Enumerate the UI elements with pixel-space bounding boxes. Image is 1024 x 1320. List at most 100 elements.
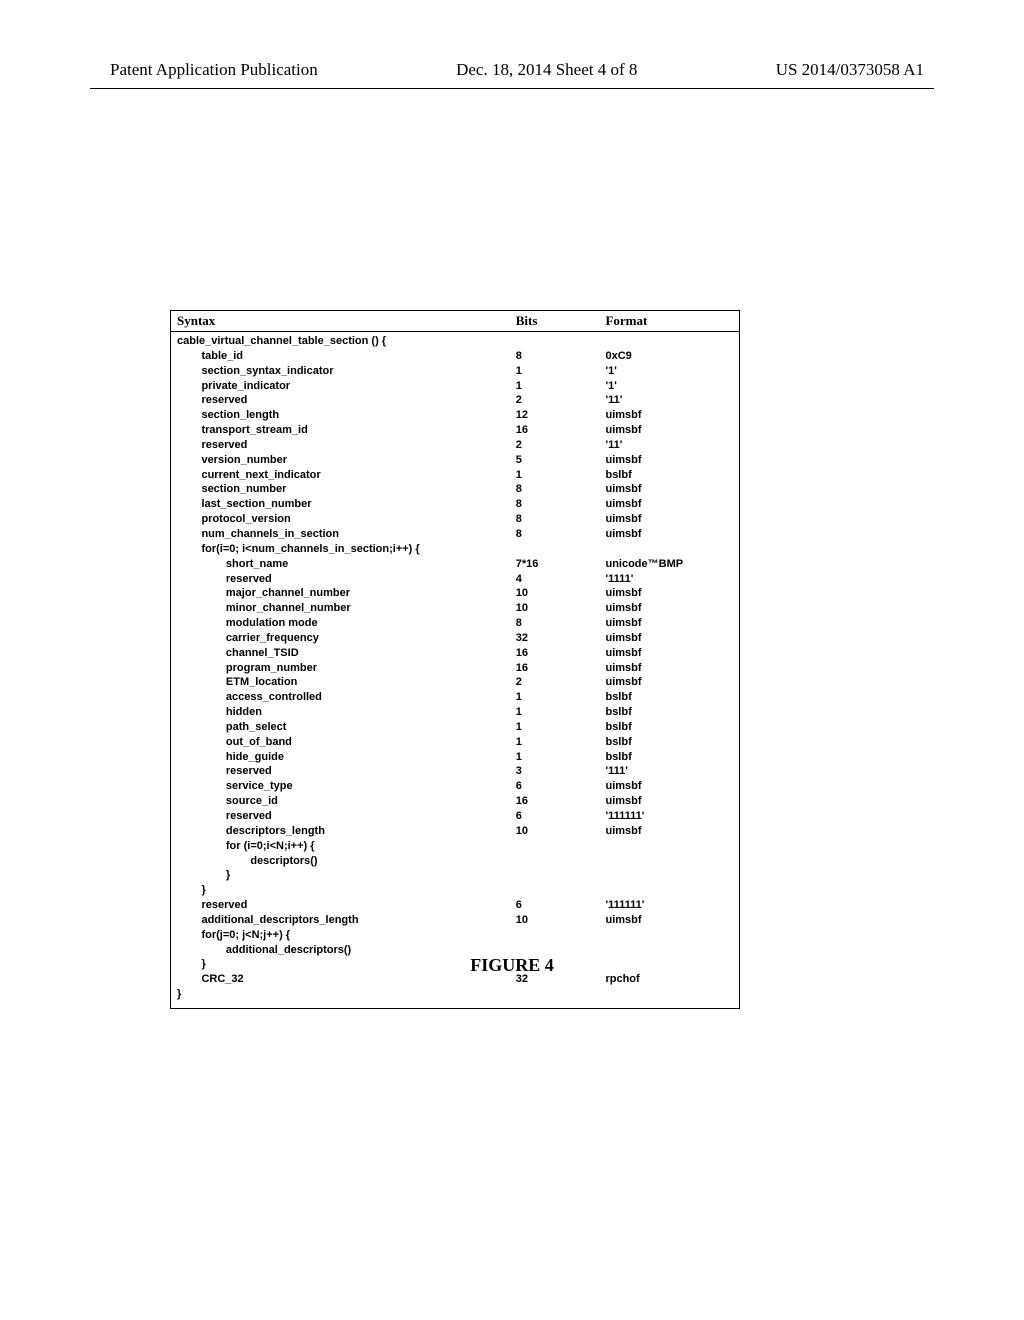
cell-syntax: hide_guide (171, 750, 510, 765)
table-row: } (171, 883, 739, 898)
cell-bits: 6 (510, 898, 600, 913)
cell-format: uimsbf (599, 824, 739, 839)
cell-bits: 2 (510, 393, 600, 408)
table-row: reserved4'1111' (171, 572, 739, 587)
table-row: additional_descriptors_length10uimsbf (171, 913, 739, 928)
cell-syntax: reserved (171, 572, 510, 587)
cell-format: uimsbf (599, 601, 739, 616)
cell-format: uimsbf (599, 423, 739, 438)
cell-syntax: transport_stream_id (171, 423, 510, 438)
table-row: cable_virtual_channel_table_section () { (171, 334, 739, 349)
cell-format: '1111' (599, 572, 739, 587)
cell-syntax: cable_virtual_channel_table_section () { (171, 334, 510, 349)
table-row: ETM_location2uimsbf (171, 675, 739, 690)
cell-format (599, 883, 739, 898)
table-row: minor_channel_number10uimsbf (171, 601, 739, 616)
header-left: Patent Application Publication (110, 60, 318, 80)
cell-format: bslbf (599, 468, 739, 483)
cell-syntax: for(j=0; j<N;j++) { (171, 928, 510, 943)
col-bits: Bits (510, 311, 600, 331)
page-header: Patent Application Publication Dec. 18, … (0, 60, 1024, 80)
table-row: hide_guide1bslbf (171, 750, 739, 765)
cell-bits: 1 (510, 379, 600, 394)
cell-syntax: carrier_frequency (171, 631, 510, 646)
cell-bits: 12 (510, 408, 600, 423)
table-row: for (i=0;i<N;i++) { (171, 839, 739, 854)
table-row: current_next_indicator1bslbf (171, 468, 739, 483)
cell-syntax: major_channel_number (171, 586, 510, 601)
cell-format (599, 839, 739, 854)
cell-syntax: } (171, 868, 510, 883)
cell-format: bslbf (599, 720, 739, 735)
table-row: } (171, 868, 739, 883)
cell-syntax: reserved (171, 438, 510, 453)
table-row: access_controlled1bslbf (171, 690, 739, 705)
cell-syntax: num_channels_in_section (171, 527, 510, 542)
cell-format: uimsbf (599, 616, 739, 631)
cell-bits: 1 (510, 468, 600, 483)
cell-bits (510, 868, 600, 883)
cell-bits: 10 (510, 586, 600, 601)
cell-bits: 6 (510, 779, 600, 794)
cell-format (599, 334, 739, 349)
cell-syntax: section_syntax_indicator (171, 364, 510, 379)
cell-bits: 7*16 (510, 557, 600, 572)
cell-format (599, 854, 739, 869)
cell-bits: 5 (510, 453, 600, 468)
table-row: source_id16uimsbf (171, 794, 739, 809)
table-row: descriptors_length10uimsbf (171, 824, 739, 839)
table-row: short_name7*16unicode™BMP (171, 557, 739, 572)
header-center: Dec. 18, 2014 Sheet 4 of 8 (456, 60, 637, 80)
cell-bits: 16 (510, 794, 600, 809)
cell-format: '11' (599, 438, 739, 453)
cell-bits: 10 (510, 601, 600, 616)
cell-syntax: service_type (171, 779, 510, 794)
cell-format: unicode™BMP (599, 557, 739, 572)
cell-bits: 8 (510, 512, 600, 527)
table-row: protocol_version8uimsbf (171, 512, 739, 527)
cell-bits: 2 (510, 438, 600, 453)
cell-bits: 16 (510, 646, 600, 661)
cell-syntax: program_number (171, 661, 510, 676)
cell-syntax: for (i=0;i<N;i++) { (171, 839, 510, 854)
table-row: major_channel_number10uimsbf (171, 586, 739, 601)
cell-format: '1' (599, 379, 739, 394)
table-row: version_number5uimsbf (171, 453, 739, 468)
cell-format: uimsbf (599, 512, 739, 527)
table-row: hidden1bslbf (171, 705, 739, 720)
table-row: } (171, 987, 739, 1002)
cell-format: uimsbf (599, 661, 739, 676)
cell-bits (510, 854, 600, 869)
cell-format: '1' (599, 364, 739, 379)
table-row: program_number16uimsbf (171, 661, 739, 676)
cell-syntax: additional_descriptors_length (171, 913, 510, 928)
cell-format: uimsbf (599, 497, 739, 512)
cell-bits: 8 (510, 349, 600, 364)
cell-format (599, 542, 739, 557)
cell-bits: 8 (510, 527, 600, 542)
table-row: out_of_band1bslbf (171, 735, 739, 750)
cell-syntax: reserved (171, 809, 510, 824)
table-row: reserved2'11' (171, 438, 739, 453)
cell-syntax: section_number (171, 482, 510, 497)
cell-format (599, 987, 739, 1002)
table-body: cable_virtual_channel_table_section () {… (171, 332, 739, 1008)
table-row: reserved3'111' (171, 764, 739, 779)
cell-syntax: access_controlled (171, 690, 510, 705)
table-row: section_number8uimsbf (171, 482, 739, 497)
cell-syntax: table_id (171, 349, 510, 364)
cell-syntax: last_section_number (171, 497, 510, 512)
cell-bits: 10 (510, 913, 600, 928)
header-rule (90, 88, 934, 89)
cell-bits: 4 (510, 572, 600, 587)
cell-format: uimsbf (599, 408, 739, 423)
cell-format: uimsbf (599, 586, 739, 601)
col-syntax: Syntax (171, 311, 510, 331)
cell-bits (510, 928, 600, 943)
cell-format: '11' (599, 393, 739, 408)
cell-syntax: version_number (171, 453, 510, 468)
cell-syntax: } (171, 987, 510, 1002)
table-row: last_section_number8uimsbf (171, 497, 739, 512)
cell-bits: 1 (510, 705, 600, 720)
cell-format: uimsbf (599, 779, 739, 794)
